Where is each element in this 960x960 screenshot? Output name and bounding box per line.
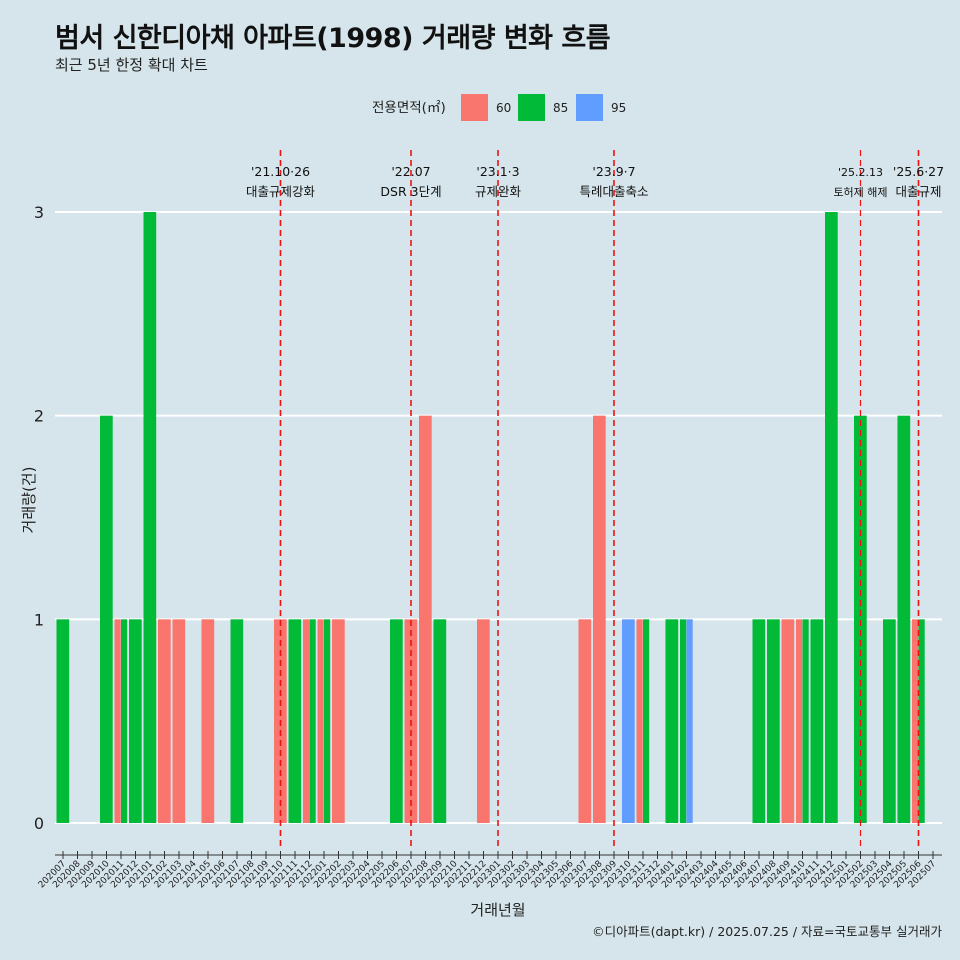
y-axis: 0 1 2 3 <box>34 203 44 833</box>
bar-85-202010 <box>100 415 113 823</box>
bar-60-202410 <box>796 619 803 823</box>
event-date: '23.1·3 <box>476 164 519 179</box>
bar-85-202412 <box>825 212 838 823</box>
y-tick-label: 0 <box>34 814 44 833</box>
bar-85-202206 <box>390 619 403 823</box>
bar-85-202408 <box>767 619 780 823</box>
event-annotations: '21.10·26 대출규제강화 '22.07 DSR 3단계 '23.1·3 규제완화 '… <box>246 150 944 850</box>
y-axis-label: 거래량(건) <box>20 467 38 534</box>
chart-title: 범서 신한디아채 아파트(1998) 거래량 변화 흐름 <box>55 23 611 54</box>
event-label: 규제완화 <box>475 184 522 199</box>
bar-60-202506 <box>912 619 919 823</box>
event-date: '25.6·27 <box>893 164 944 179</box>
bar-85-202007 <box>56 619 70 823</box>
event-label: 토허제 해제 <box>833 185 887 199</box>
event-label: 특례대출축소 <box>579 184 648 199</box>
bar-85-202311 <box>643 619 650 823</box>
event-label: DSR 3단계 <box>380 184 441 199</box>
bar-60-202201 <box>317 619 324 823</box>
bar-85-202504 <box>883 619 896 823</box>
bar-95-202402 <box>686 619 693 823</box>
bar-60-202311 <box>636 619 643 823</box>
bar-95-202310 <box>622 619 635 823</box>
bar-60-202105 <box>201 619 215 823</box>
legend: 전용면적(㎡) 60 85 95 <box>372 94 626 121</box>
bar-85-202407 <box>752 619 766 823</box>
bar-60-202011 <box>114 619 121 823</box>
legend-title: 전용면적(㎡) <box>372 100 446 116</box>
bar-85-202112 <box>309 619 316 823</box>
legend-swatch-85 <box>518 94 545 121</box>
event-date: '25.2.13 <box>838 166 883 179</box>
y-tick-label: 2 <box>34 407 44 426</box>
y-tick-label: 1 <box>34 610 44 629</box>
bar-85-202201 <box>324 619 331 823</box>
x-axis: 2020072020082020092020102020112020122021… <box>37 851 942 890</box>
bar-85-202401 <box>665 619 679 823</box>
bar-85-202410 <box>802 619 809 823</box>
event-label: 대출규제 <box>895 184 941 199</box>
bar-85-202012 <box>129 619 142 823</box>
bar-85-202402 <box>680 619 687 823</box>
event-date: '21.10·26 <box>251 164 310 179</box>
x-axis-label: 거래년월 <box>470 901 525 919</box>
bar-85-202107 <box>230 619 244 823</box>
bar-85-202502 <box>854 415 867 823</box>
bar-85-202101 <box>143 212 157 823</box>
event-date: '23.9·7 <box>592 164 635 179</box>
bar-85-202209 <box>433 619 447 823</box>
bar-60-202103 <box>172 619 186 823</box>
chart-subtitle: 최근 5년 한정 확대 차트 <box>55 56 208 74</box>
legend-label: 85 <box>553 101 568 115</box>
bar-60-202212 <box>477 619 490 823</box>
y-tick-label: 3 <box>34 203 44 222</box>
bars <box>56 212 925 823</box>
source-caption: ©디아파트(dapt.kr) / 2025.07.25 / 자료=국토교통부 실… <box>592 924 942 939</box>
event-label: 대출규제강화 <box>246 184 316 199</box>
bar-85-202411 <box>810 619 824 823</box>
bar-60-202102 <box>158 619 171 823</box>
bar-85-202011 <box>121 619 128 823</box>
bar-60-202112 <box>303 619 310 823</box>
bar-85-202505 <box>897 415 911 823</box>
event-date: '22.07 <box>391 164 430 179</box>
legend-label: 60 <box>496 101 511 115</box>
legend-swatch-60 <box>461 94 488 121</box>
legend-swatch-95 <box>576 94 603 121</box>
bar-60-202202 <box>332 619 345 823</box>
bar-60-202307 <box>578 619 592 823</box>
bar-60-202409 <box>781 619 795 823</box>
bar-85-202111 <box>288 619 302 823</box>
bar-85-202506 <box>918 619 925 823</box>
bar-60-202308 <box>593 415 606 823</box>
legend-label: 95 <box>611 101 626 115</box>
bar-60-202208 <box>419 415 432 823</box>
